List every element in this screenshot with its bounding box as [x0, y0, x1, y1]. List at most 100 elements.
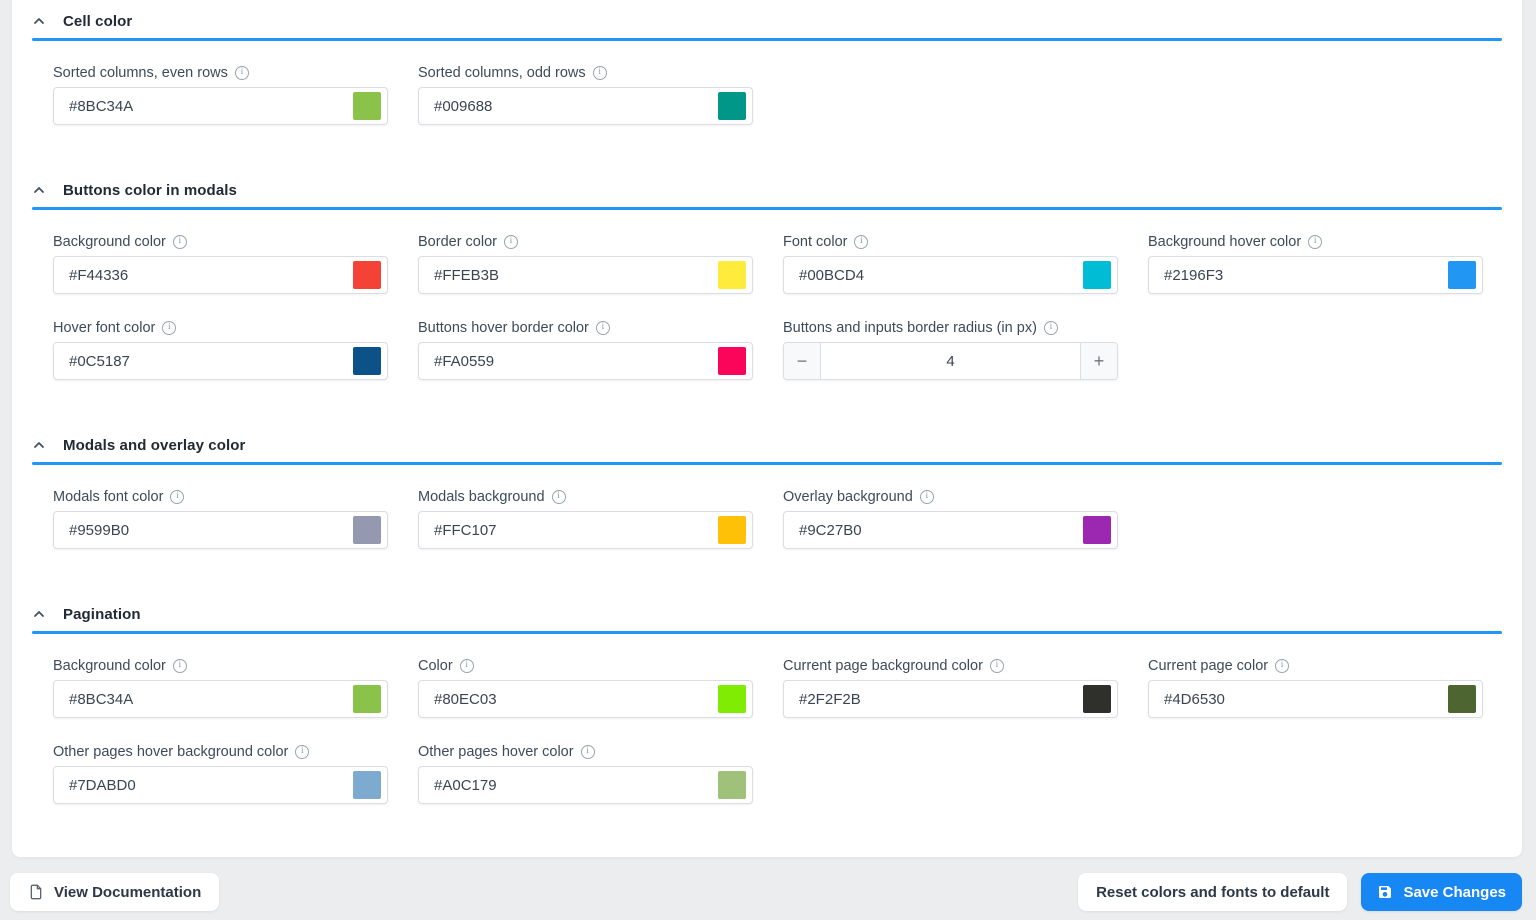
info-icon[interactable]: i [919, 489, 934, 504]
color-swatch[interactable] [353, 347, 381, 375]
color-hex-input[interactable]: #FFC107 [418, 511, 753, 549]
info-icon[interactable]: i [592, 65, 607, 80]
info-icon[interactable]: i [1275, 658, 1290, 673]
info-icon[interactable]: i [503, 234, 518, 249]
field-label-row: Background color i [53, 658, 388, 674]
color-swatch[interactable] [353, 261, 381, 289]
color-hex-input[interactable]: #A0C179 [418, 766, 753, 804]
color-hex-value: #F44336 [69, 266, 129, 284]
settings-card: Cell color Sorted columns, even rows i #… [12, 0, 1522, 857]
color-field: Other pages hover color i #A0C179 [418, 744, 753, 804]
info-icon[interactable]: i [162, 320, 177, 335]
field-label-row: Current page background color i [783, 658, 1118, 674]
section-divider [32, 207, 1502, 210]
info-icon[interactable]: i [459, 658, 474, 673]
color-hex-input[interactable]: #8BC34A [53, 680, 388, 718]
settings-section: Cell color Sorted columns, even rows i #… [32, 12, 1502, 125]
color-hex-input[interactable]: #F44336 [53, 256, 388, 294]
field-label: Current page color [1148, 657, 1269, 674]
info-icon[interactable]: i [295, 744, 310, 759]
chevron-up-icon[interactable] [32, 607, 46, 621]
color-hex-value: #0C5187 [69, 352, 130, 370]
color-swatch[interactable] [353, 685, 381, 713]
color-swatch[interactable] [1448, 261, 1476, 289]
chevron-up-icon[interactable] [32, 438, 46, 452]
view-documentation-label: View Documentation [54, 883, 202, 901]
section-title: Modals and overlay color [63, 436, 246, 454]
color-swatch[interactable] [1083, 685, 1111, 713]
section-divider [32, 38, 1502, 41]
color-hex-input[interactable]: #7DABD0 [53, 766, 388, 804]
reset-colors-button[interactable]: Reset colors and fonts to default [1078, 873, 1348, 911]
section-fields: Sorted columns, even rows i #8BC34A Sort… [32, 65, 1502, 125]
color-swatch[interactable] [718, 516, 746, 544]
color-field: Buttons hover border color i #FA0559 [418, 320, 753, 380]
color-hex-input[interactable]: #8BC34A [53, 87, 388, 125]
fields-row: Modals font color i #9599B0 Modals backg… [53, 489, 1502, 549]
color-swatch[interactable] [1083, 261, 1111, 289]
info-icon[interactable]: i [989, 658, 1004, 673]
color-hex-value: #9599B0 [69, 521, 130, 539]
section-fields: Modals font color i #9599B0 Modals backg… [32, 489, 1502, 549]
color-hex-input[interactable]: #0C5187 [53, 342, 388, 380]
color-hex-input[interactable]: #80EC03 [418, 680, 753, 718]
color-hex-input[interactable]: #9C27B0 [783, 511, 1118, 549]
color-swatch[interactable] [353, 92, 381, 120]
info-icon[interactable]: i [595, 320, 610, 335]
section-header[interactable]: Cell color [32, 12, 1502, 30]
section-title: Buttons color in modals [63, 181, 237, 199]
color-field: Hover font color i #0C5187 [53, 320, 388, 380]
color-hex-input[interactable]: #009688 [418, 87, 753, 125]
document-icon [28, 883, 44, 901]
field-label: Hover font color [53, 319, 156, 336]
info-icon[interactable]: i [1308, 234, 1323, 249]
color-swatch[interactable] [718, 771, 746, 799]
chevron-up-icon[interactable] [32, 183, 46, 197]
color-swatch[interactable] [1083, 516, 1111, 544]
section-header[interactable]: Pagination [32, 605, 1502, 623]
color-field: Modals font color i #9599B0 [53, 489, 388, 549]
color-hex-input[interactable]: #FFEB3B [418, 256, 753, 294]
save-changes-button[interactable]: Save Changes [1361, 873, 1522, 911]
info-icon[interactable]: i [172, 658, 187, 673]
color-swatch[interactable] [1448, 685, 1476, 713]
stepper-value-input[interactable]: 4 [946, 352, 955, 370]
field-label: Overlay background [783, 488, 913, 505]
color-hex-value: #8BC34A [69, 690, 134, 708]
color-swatch[interactable] [718, 92, 746, 120]
section-fields: Background color i #8BC34A Color i #80EC… [32, 658, 1502, 804]
info-icon[interactable]: i [580, 744, 595, 759]
field-label: Modals font color [53, 488, 164, 505]
field-label: Modals background [418, 488, 545, 505]
section-header[interactable]: Buttons color in modals [32, 181, 1502, 199]
color-swatch[interactable] [353, 516, 381, 544]
info-icon[interactable]: i [172, 234, 187, 249]
color-hex-input[interactable]: #4D6530 [1148, 680, 1483, 718]
stepper-increase-button[interactable]: + [1080, 343, 1117, 379]
color-swatch[interactable] [718, 685, 746, 713]
color-swatch[interactable] [718, 347, 746, 375]
field-label-row: Current page color i [1148, 657, 1483, 674]
color-hex-input[interactable]: #00BCD4 [783, 256, 1118, 294]
fields-row: Hover font color i #0C5187 Buttons hover… [53, 320, 1502, 380]
color-field: Background color i #8BC34A [53, 658, 388, 718]
color-field: Sorted columns, even rows i #8BC34A [53, 65, 388, 125]
info-icon[interactable]: i [551, 489, 566, 504]
color-field: Background color i #F44336 [53, 234, 388, 294]
color-hex-input[interactable]: #2F2F2B [783, 680, 1118, 718]
field-label: Buttons hover border color [418, 319, 589, 336]
color-hex-input[interactable]: #9599B0 [53, 511, 388, 549]
color-hex-input[interactable]: #2196F3 [1148, 256, 1483, 294]
info-icon[interactable]: i [170, 489, 185, 504]
chevron-up-icon[interactable] [32, 14, 46, 28]
stepper-decrease-button[interactable]: − [784, 343, 821, 379]
color-swatch[interactable] [718, 261, 746, 289]
info-icon[interactable]: i [854, 234, 869, 249]
section-header[interactable]: Modals and overlay color [32, 436, 1502, 454]
color-hex-input[interactable]: #FA0559 [418, 342, 753, 380]
field-label-row: Background color i [53, 234, 388, 250]
view-documentation-button[interactable]: View Documentation [10, 873, 220, 911]
info-icon[interactable]: i [1043, 320, 1058, 335]
info-icon[interactable]: i [234, 65, 249, 80]
color-swatch[interactable] [353, 771, 381, 799]
